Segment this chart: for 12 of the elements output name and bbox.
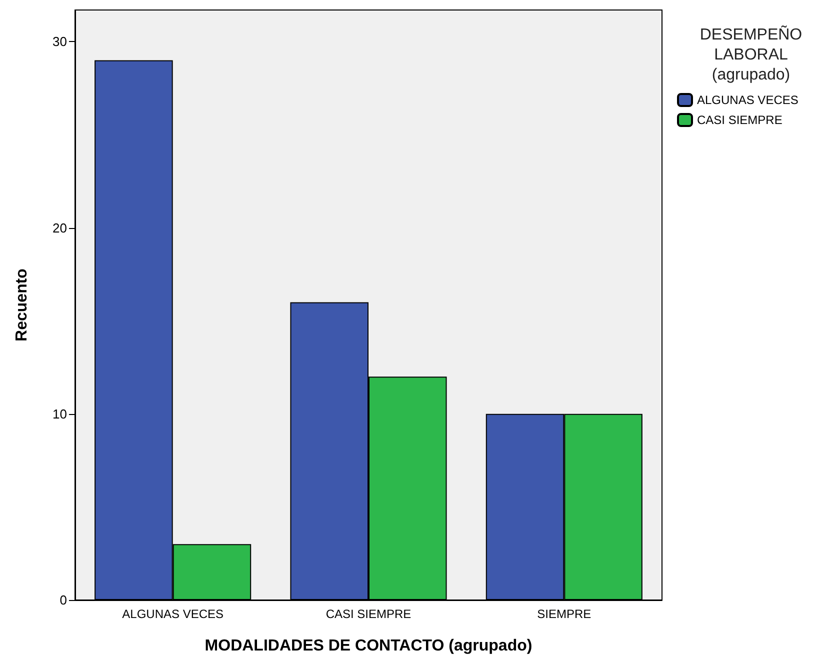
y-tick-label: 30 (52, 34, 67, 50)
legend-label: CASI SIEMPRE (697, 113, 782, 127)
x-axis-title: MODALIDADES DE CONTACTO (agrupado) (204, 638, 532, 654)
y-tick-label: 20 (52, 220, 67, 236)
legend-label: ALGUNAS VECES (697, 93, 798, 107)
x-tick-label: CASI SIEMPRE (326, 607, 412, 621)
y-axis-title: Recuento (14, 268, 30, 342)
y-tick-label: 10 (52, 406, 67, 422)
x-tick-label: SIEMPRE (537, 607, 592, 621)
x-tick-label: ALGUNAS VECES (122, 607, 224, 621)
legend-title: DESEMPEÑO LABORAL (agrupado) (700, 24, 802, 84)
y-tick-label: 0 (60, 592, 67, 608)
